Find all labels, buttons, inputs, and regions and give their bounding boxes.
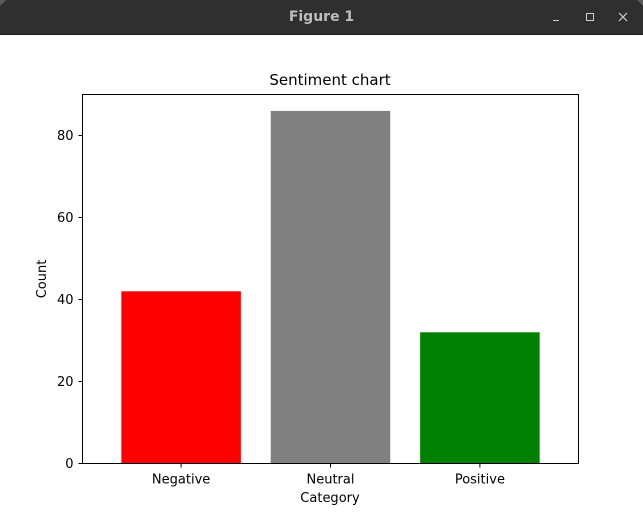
bar-negative bbox=[121, 291, 241, 464]
minimize-button[interactable] bbox=[547, 8, 565, 26]
close-icon bbox=[618, 12, 628, 22]
y-axis-label: Count bbox=[35, 260, 50, 299]
x-tick-label: Negative bbox=[152, 473, 210, 488]
y-axis-ticks: 0 20 40 60 80 bbox=[57, 129, 83, 472]
bars-group bbox=[121, 110, 540, 464]
maximize-icon bbox=[586, 13, 594, 21]
bar-chart: Sentiment chart 0 20 40 60 80 Negative Neutra… bbox=[35, 71, 579, 506]
window-corner bbox=[637, 0, 643, 6]
x-axis-ticks: Negative Neutral Positive bbox=[152, 463, 505, 488]
axes-frame bbox=[82, 94, 579, 464]
title-bar[interactable]: Figure 1 bbox=[0, 0, 643, 35]
x-axis-label: Category bbox=[300, 491, 360, 506]
plot-canvas: Sentiment chart 0 20 40 60 80 Negative Neutra… bbox=[0, 36, 643, 515]
y-tick-label: 80 bbox=[57, 129, 74, 144]
window-corner bbox=[0, 0, 6, 6]
x-tick-label: Positive bbox=[455, 473, 505, 488]
y-tick-label: 20 bbox=[57, 375, 74, 390]
y-tick-label: 60 bbox=[57, 211, 74, 226]
y-tick-label: 0 bbox=[65, 457, 73, 472]
y-tick-label: 40 bbox=[57, 293, 74, 308]
maximize-button[interactable] bbox=[581, 8, 599, 26]
window-title: Figure 1 bbox=[288, 9, 355, 25]
chart-title: Sentiment chart bbox=[269, 71, 390, 89]
bar-neutral bbox=[270, 110, 391, 464]
close-button[interactable] bbox=[614, 8, 632, 26]
minimize-icon bbox=[553, 20, 559, 21]
bar-positive bbox=[420, 332, 540, 464]
x-tick-label: Neutral bbox=[307, 473, 355, 488]
